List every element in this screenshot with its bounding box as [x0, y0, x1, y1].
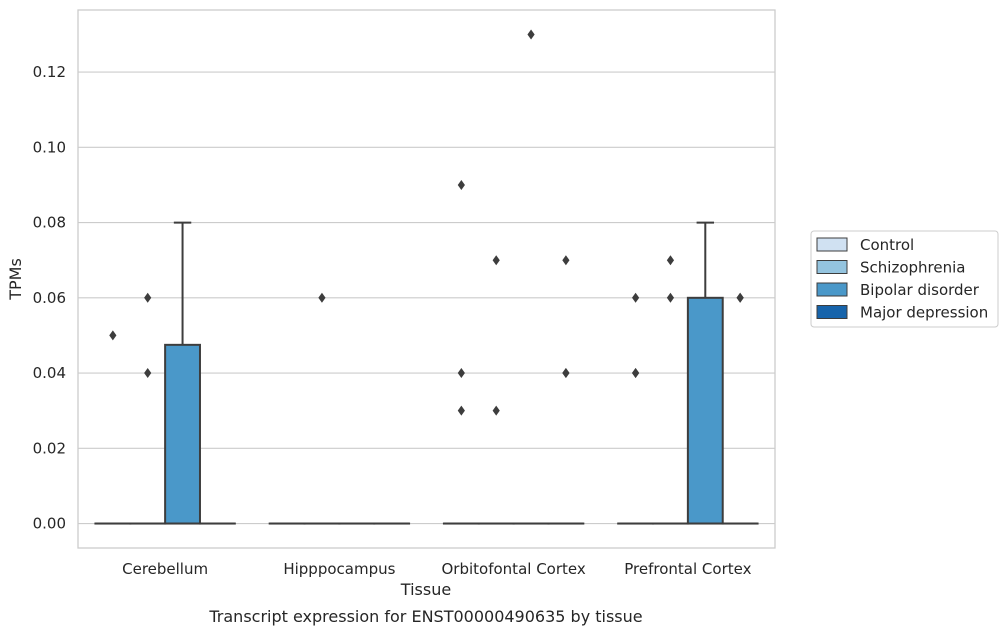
box-group — [686, 221, 724, 525]
box-group — [442, 179, 480, 525]
outlier-point — [562, 368, 570, 379]
y-tick-label: 0.00 — [33, 515, 66, 533]
outlier-point — [144, 292, 152, 303]
box-body — [686, 296, 724, 525]
box-group — [94, 330, 132, 525]
y-tick-label: 0.04 — [33, 364, 66, 382]
x-tick-label: Orbitofontal Cortex — [442, 560, 586, 578]
x-tick-label: Prefrontal Cortex — [624, 560, 751, 578]
outlier-point — [318, 292, 326, 303]
box-group — [303, 292, 341, 525]
outlier-point — [457, 179, 465, 190]
x-tick-label: Cerebellum — [122, 560, 208, 578]
box-group — [547, 255, 585, 525]
y-tick-label: 0.12 — [33, 63, 66, 81]
box-group — [652, 255, 689, 525]
plot-frame — [77, 9, 776, 549]
box-group — [617, 292, 655, 525]
y-tick-label: 0.02 — [33, 439, 66, 457]
outlier-point — [457, 368, 465, 379]
outlier-point — [632, 292, 640, 303]
chart-caption: Transcript expression for ENST0000049063… — [208, 607, 642, 626]
outlier-point — [492, 405, 500, 416]
outlier-point — [666, 255, 675, 266]
legend-swatch — [816, 260, 848, 274]
legend: Control Schizophrenia Bipolar disorder Majo… — [810, 230, 999, 328]
x-tick-label: Hipppocampus — [283, 560, 395, 578]
outlier-point — [144, 368, 152, 379]
box-group — [721, 292, 759, 525]
y-tick-label: 0.10 — [33, 138, 66, 156]
outlier-point — [562, 255, 570, 266]
box-group — [164, 221, 201, 525]
outlier-point — [492, 255, 500, 266]
outlier-point — [666, 292, 675, 303]
x-tick-labels: Cerebellum Hipppocampus Orbitofontal Corte… — [122, 560, 751, 578]
legend-label: Major depression — [860, 304, 988, 322]
box-group — [512, 29, 550, 525]
outlier-point — [527, 29, 535, 40]
legend-swatch — [816, 237, 848, 252]
outlier-point — [736, 292, 744, 303]
legend-frame — [810, 230, 999, 328]
y-tick-label: 0.08 — [33, 214, 66, 232]
plot-marks — [94, 29, 759, 525]
box-group — [129, 292, 167, 525]
legend-label: Bipolar disorder — [860, 281, 980, 299]
outlier-point — [109, 330, 117, 341]
y-tick-labels: 0.00 0.02 0.04 0.06 0.08 0.10 0.12 — [33, 63, 66, 532]
legend-label: Control — [860, 236, 914, 254]
x-axis-title: Tissue — [400, 580, 451, 599]
box-group — [477, 255, 515, 525]
outlier-point — [632, 368, 640, 379]
legend-swatch — [816, 305, 848, 319]
outlier-point — [457, 405, 465, 416]
y-tick-label: 0.06 — [33, 289, 66, 307]
legend-swatch — [816, 282, 848, 297]
box-body — [164, 343, 201, 525]
legend-label: Schizophrenia — [860, 259, 965, 277]
y-axis-title: TPMs — [6, 258, 25, 301]
